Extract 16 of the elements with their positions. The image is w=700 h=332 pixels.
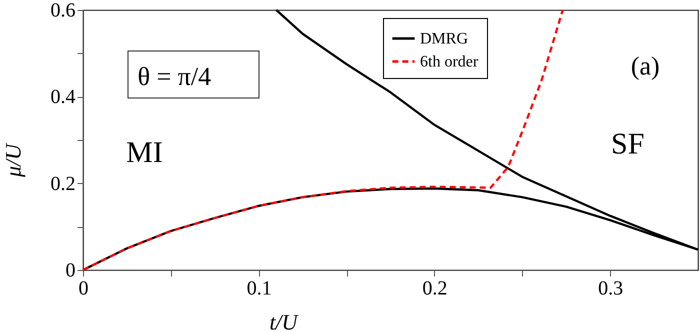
y-tick-label: 0.2 (50, 172, 76, 195)
x-tick-label: 0.1 (246, 278, 272, 300)
annotation: (a) (630, 51, 660, 80)
x-tick-label: 0.2 (422, 278, 448, 300)
legend-label: DMRG (420, 30, 468, 48)
annotation: MI (126, 136, 163, 169)
annotation: θ = π/4 (138, 62, 212, 92)
y-tick-label: 0.4 (50, 86, 76, 108)
y-tick-label: 0.6 (50, 0, 76, 22)
x-axis-title: t/U (269, 310, 300, 332)
annotation: SF (611, 127, 644, 160)
legend-label: 6th order (420, 54, 479, 70)
y-axis-title: μ/U (0, 142, 26, 178)
x-tick-label: 0.3 (598, 278, 624, 300)
line-series (82, 8, 564, 272)
y-tick-label: 0 (66, 260, 76, 282)
